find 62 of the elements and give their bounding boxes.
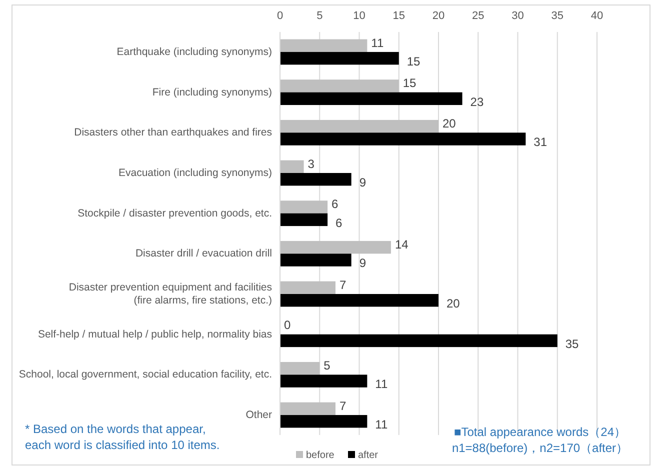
data-label: 23 [470, 94, 484, 109]
y-tick-label: Evacuation (including synonyms) [118, 166, 272, 179]
bar [280, 254, 352, 266]
y-tick-label: School, local government, social education facility, etc. [18, 368, 272, 380]
data-label: 3 [308, 156, 315, 171]
bar [280, 374, 368, 388]
data-label: 15 [406, 54, 421, 68]
data-label: 9 [359, 176, 366, 190]
y-tick-label: Fire (including synonyms) [152, 86, 272, 98]
data-label: 20 [442, 116, 456, 130]
data-label: 14 [394, 237, 409, 252]
data-label: 20 [446, 296, 460, 311]
x-tick-label: 5 [316, 10, 323, 22]
bar [280, 415, 368, 428]
data-label: 6 [336, 216, 343, 230]
bar [280, 52, 399, 65]
y-tick-label: Stockpile / disaster prevention goods, etc. [78, 207, 272, 220]
data-label: 7 [339, 278, 346, 292]
x-tick-label: 40 [590, 10, 604, 22]
data-label: 35 [565, 336, 580, 351]
data-label: 15 [402, 76, 417, 90]
data-label: 0 [284, 318, 291, 332]
bar [280, 132, 526, 146]
y-tick-label: Disaster prevention equipment and facilities (fire alarms, fire stations, etc.) [68, 281, 272, 306]
data-label: 31 [534, 135, 548, 150]
legend-label: after [358, 450, 379, 461]
bar [280, 92, 462, 106]
x-tick-label: 30 [512, 10, 524, 22]
x-tick-label: 20 [432, 10, 445, 22]
bar [280, 213, 328, 226]
data-label: 11 [371, 36, 384, 50]
bar [280, 362, 320, 375]
bar [280, 334, 558, 348]
bar [280, 39, 368, 52]
bar [280, 80, 399, 92]
bar [280, 402, 336, 416]
x-tick-label: 10 [353, 10, 366, 22]
bar [280, 240, 391, 254]
data-label: 11 [375, 418, 388, 432]
x-tick-label: 35 [551, 10, 564, 22]
data-label: 5 [324, 358, 331, 373]
legend-label: before [306, 450, 335, 461]
data-label: 11 [375, 377, 388, 392]
x-tick-label: 0 [276, 10, 284, 22]
bar [280, 160, 304, 173]
bar [280, 294, 438, 307]
x-tick-label: 15 [392, 10, 405, 22]
y-tick-label: Disaster drill / evacuation drill [135, 247, 272, 260]
data-label: 7 [339, 398, 346, 413]
annotation: ■Total appearance words（24） n1=88(before)，n2=170（after） [452, 425, 628, 455]
text: * Based on the words that appear, each word is classified into 10 items. [25, 422, 220, 452]
data-label: 6 [332, 197, 339, 212]
data-label: 9 [359, 256, 366, 270]
y-tick-label: Earthquake (including synonyms) [116, 46, 272, 58]
bar [280, 200, 328, 214]
bar [280, 172, 352, 186]
bar [280, 120, 438, 133]
y-tick-label: Other [246, 408, 272, 421]
x-tick-label: 25 [472, 10, 484, 22]
bar [280, 281, 336, 294]
y-tick-label: Self-help / mutual help / public help, normality bias [38, 328, 272, 340]
y-tick-label: Disasters other than earthquakes and fires [74, 126, 272, 138]
